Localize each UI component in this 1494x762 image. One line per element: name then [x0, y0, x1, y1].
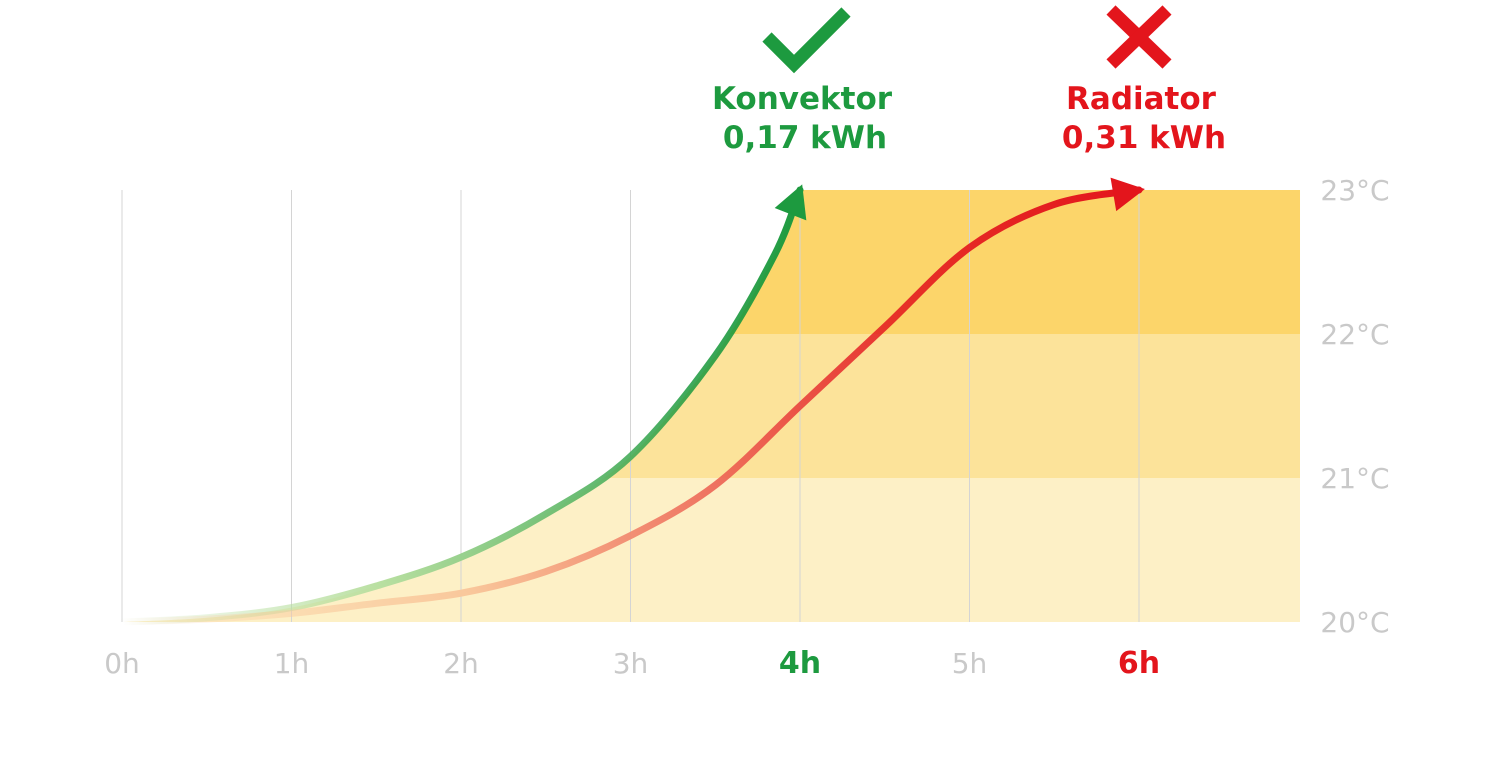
- band-0: [122, 478, 1301, 622]
- series-line-radiator: [118, 186, 1143, 626]
- cross-icon: [1106, 5, 1172, 69]
- series-energy: 0,17 kWh: [723, 120, 887, 156]
- x-tick-label-5: 5h: [952, 647, 988, 680]
- series-name: Radiator: [1066, 81, 1217, 117]
- y-tick-label-1: 22°C: [1320, 318, 1389, 351]
- x-tick-label-3: 3h: [613, 647, 649, 680]
- y-tick-label-0: 23°C: [1320, 174, 1389, 207]
- y-tick-label-3: 20°C: [1320, 606, 1389, 639]
- band-2: [122, 190, 1301, 334]
- arrowhead-radiator: [1110, 177, 1145, 212]
- series-lines: [118, 177, 1145, 626]
- y-axis-ticks: 23°C 22°C 21°C 20°C: [1320, 174, 1389, 639]
- series-energy: 0,31 kWh: [1062, 120, 1226, 156]
- check-icon: [762, 7, 851, 74]
- x-tick-label-1: 1h: [274, 647, 310, 680]
- y-tick-label-2: 21°C: [1320, 462, 1389, 495]
- series-name: Konvektor: [712, 81, 893, 117]
- x-tick-label-6: 6h: [1118, 646, 1160, 681]
- temperature-bands: [122, 190, 1301, 622]
- arrowhead-konvektor: [774, 184, 807, 221]
- x-tick-label-2: 2h: [443, 647, 479, 680]
- grid-lines: [121, 190, 1140, 622]
- x-tick-label-4: 4h: [779, 646, 821, 681]
- x-tick-label-0: 0h: [104, 647, 140, 680]
- x-axis-ticks: 0h 1h 2h 3h 4h 5h 6h: [104, 646, 1160, 681]
